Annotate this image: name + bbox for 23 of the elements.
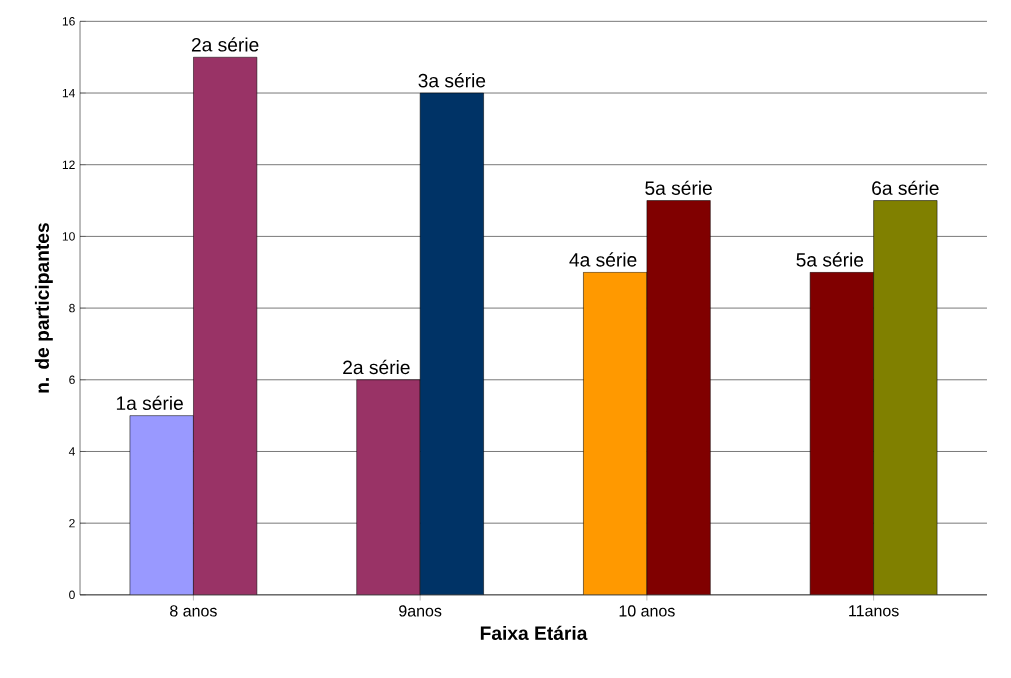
y-tick-label: 4 [68, 447, 75, 456]
x-tick-label: 11anos [849, 605, 899, 617]
y-tick-label: 6 [69, 375, 75, 385]
annotation: 2a série [343, 360, 410, 375]
y-tick-label: 10 [62, 232, 75, 241]
annotation: 5a série [645, 180, 712, 196]
y-tick-label: 12 [62, 160, 75, 170]
x-axis-title: Faixa Etária [480, 625, 588, 641]
annotation: 1a série [116, 395, 183, 411]
annotation: 4a série [569, 252, 637, 267]
annotation: 6a série [872, 180, 939, 196]
x-tick-label: 10 anos [619, 605, 675, 617]
annotation: 2a série [191, 37, 259, 52]
y-tick-label: 16 [62, 17, 75, 26]
annotation: 3a série [418, 73, 486, 88]
y-tick-label: 14 [62, 89, 75, 98]
y-tick-label: 8 [69, 304, 75, 313]
annotation: 5a série [796, 252, 864, 267]
x-tick-label: 8 anos [170, 605, 217, 617]
y-tick-label: 0 [69, 590, 75, 600]
y-tick-label: 2 [69, 519, 75, 528]
y-axis-title: n. de participantes [34, 223, 53, 393]
x-tick-label: 9anos [399, 605, 442, 617]
